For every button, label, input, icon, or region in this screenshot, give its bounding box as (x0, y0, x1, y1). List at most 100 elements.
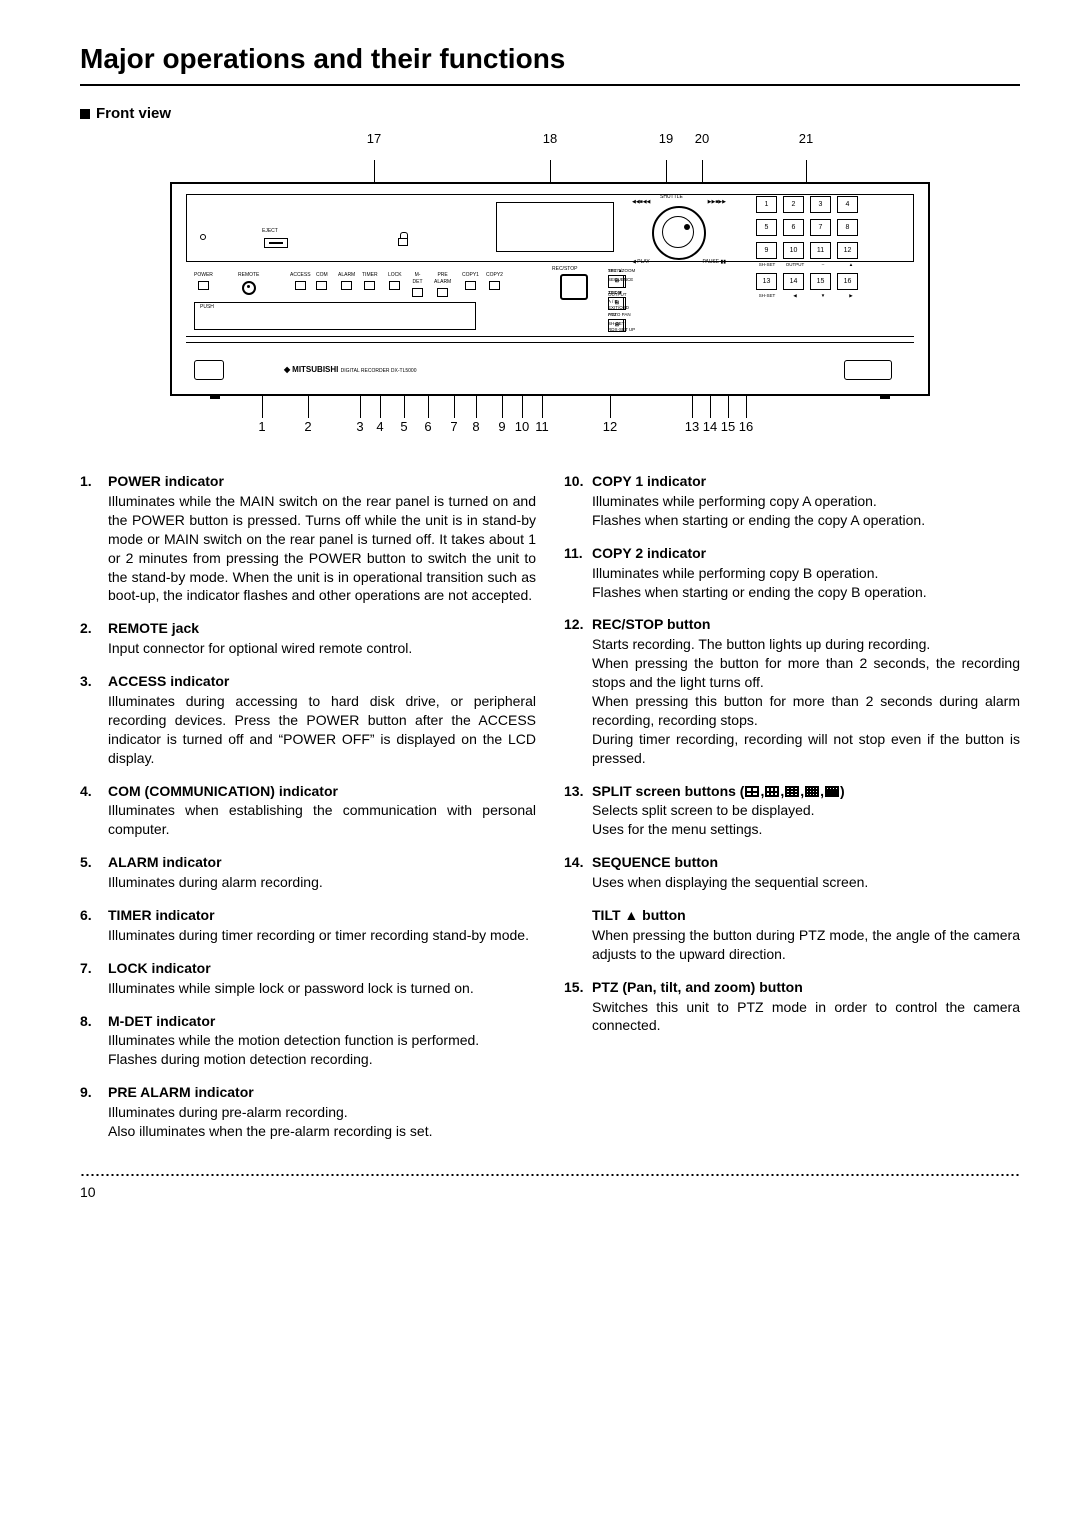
camera-2-button[interactable]: 2 (783, 196, 804, 213)
item-title: COM (COMMUNICATION) indicator (108, 782, 536, 801)
jog-shuttle[interactable]: SHUTTLE ◀◀■◀◀ ▶▶■▶▶ ◀ PLAY PAUSE ▮▮ (622, 194, 732, 266)
callout-18: 18 (543, 130, 557, 148)
callout-16: 16 (739, 418, 753, 436)
left-column: 1.POWER indicatorIlluminates while the M… (80, 472, 536, 1155)
item-text: Flashes during motion detection recordin… (108, 1050, 536, 1069)
item-text: Illuminates during accessing to hard dis… (108, 692, 536, 768)
title-rule (80, 84, 1020, 86)
item-tilt-button: TILT ▲ buttonWhen pressing the button du… (564, 906, 1020, 964)
item-text: Uses when displaying the sequential scre… (592, 873, 1020, 892)
camera-10-button[interactable]: 10 (783, 242, 804, 259)
camera-number-panel: 123456789101112SH-SETOUTPUT–▲13141516SH-… (756, 196, 912, 330)
item-number: 14. (564, 853, 592, 892)
item-text: Illuminates during pre-alarm recording. (108, 1103, 536, 1122)
item-title: COPY 1 indicator (592, 472, 1020, 491)
camera-12-button[interactable]: 12 (837, 242, 858, 259)
tilt-up-label: TILT ▲ (608, 268, 623, 274)
item-title: LOCK indicator (108, 959, 536, 978)
item-text: Also illuminates when the pre-alarm reco… (108, 1122, 536, 1141)
callout-19: 19 (659, 130, 673, 148)
item-text: When pressing the button during PTZ mode… (592, 926, 1020, 964)
indicator-remote: REMOTE (238, 272, 259, 295)
item-text: Starts recording. The button lights up d… (592, 635, 1020, 654)
push-panel[interactable]: PUSH (194, 302, 476, 330)
item-text: Selects split screen to be displayed. (592, 801, 1020, 820)
item-number (564, 906, 592, 964)
callout-11: 11 (535, 418, 549, 436)
push-label: PUSH (200, 304, 214, 311)
bottom-callout-numbers: 12345678910111213141516 (170, 418, 930, 448)
camera-6-button[interactable]: 6 (783, 219, 804, 236)
callout-2: 2 (304, 418, 311, 436)
brand-logo: ◆MITSUBISHI DIGITAL RECORDER DX-TL5000 (284, 365, 416, 376)
camera-11-button[interactable]: 11 (810, 242, 831, 259)
item-title: PRE ALARM indicator (108, 1083, 536, 1102)
item-text: Illuminates while performing copy A oper… (592, 492, 1020, 511)
camera-13-button[interactable]: 13 (756, 273, 777, 290)
callout-4: 4 (376, 418, 383, 436)
top-callout-numbers: 1718192021 (170, 130, 930, 160)
item-text: When pressing this button for more than … (592, 692, 1020, 730)
dotted-rule (80, 1173, 1020, 1177)
rec-stop-button[interactable] (560, 274, 588, 300)
camera-15-button[interactable]: 15 (810, 273, 831, 290)
item-4-: 4.COM (COMMUNICATION) indicatorIlluminat… (80, 782, 536, 840)
camera-5-button[interactable]: 5 (756, 219, 777, 236)
device-outline: EJECT SHUTTLE ◀◀■◀◀ ▶▶■▶▶ ◀ PLAY PAUSE ▮… (170, 182, 930, 396)
lcd-display (496, 202, 614, 252)
camera-9-button[interactable]: 9 (756, 242, 777, 259)
item-2-: 2.REMOTE jackInput connector for optiona… (80, 619, 536, 658)
item-text: Flashes when starting or ending the copy… (592, 583, 1020, 602)
item-9-: 9.PRE ALARM indicatorIlluminates during … (80, 1083, 536, 1141)
item-number: 8. (80, 1012, 108, 1070)
item-7-: 7.LOCK indicatorIlluminates while simple… (80, 959, 536, 998)
callout-13: 13 (685, 418, 699, 436)
item-number: 3. (80, 672, 108, 767)
right-column: 10.COPY 1 indicatorIlluminates while per… (564, 472, 1020, 1155)
front-view-diagram: 1718192021 EJECT SHUTTLE ◀◀■◀◀ ▶▶■▶▶ ◀ P… (170, 130, 930, 448)
item-title: REC/STOP button (592, 615, 1020, 634)
indicator-com: COM (316, 272, 328, 290)
camera-8-button[interactable]: 8 (837, 219, 858, 236)
power-button[interactable] (194, 360, 224, 380)
camera-16-button[interactable]: 16 (837, 273, 858, 290)
camera-1-button[interactable]: 1 (756, 196, 777, 213)
camera-7-button[interactable]: 7 (810, 219, 831, 236)
item-text: Flashes when starting or ending the copy… (592, 511, 1020, 530)
camera-14-button[interactable]: 14 (783, 273, 804, 290)
callout-9: 9 (498, 418, 505, 436)
callout-17: 17 (367, 130, 381, 148)
model-label: DIGITAL RECORDER DX-TL5000 (341, 368, 417, 374)
section-label: Front view (80, 104, 1020, 124)
item-13-: 13.SPLIT screen buttons (,,,,)Selects sp… (564, 782, 1020, 840)
indicator-timer: TIMER (362, 272, 378, 290)
item-number: 10. (564, 472, 592, 530)
item-8-: 8.M-DET indicatorIlluminates while the m… (80, 1012, 536, 1070)
right-panel-button[interactable] (844, 360, 892, 380)
item-11-: 11.COPY 2 indicatorIlluminates while per… (564, 544, 1020, 602)
indicator-alarm: ALARM (338, 272, 355, 290)
split-panel: SPLIT/ZOOM TILT ▲ ⊞ ⊟ SEQUENCE ZOOM TILT… (608, 268, 728, 330)
item-title: TILT ▲ button (592, 906, 1020, 925)
item-text: Input connector for optional wired remot… (108, 639, 536, 658)
item-text: Uses for the menu settings. (592, 820, 1020, 839)
camera-4-button[interactable]: 4 (837, 196, 858, 213)
item-5-: 5.ALARM indicatorIlluminates during alar… (80, 853, 536, 892)
callout-21: 21 (799, 130, 813, 148)
camera-3-button[interactable]: 3 (810, 196, 831, 213)
rdx-label: RDX-SET UP (608, 327, 635, 333)
sequence-label: SEQUENCE (608, 277, 633, 283)
item-text: Illuminates during timer recording or ti… (108, 926, 536, 945)
rec-stop-label: REC/STOP (552, 266, 577, 273)
item-title: TIMER indicator (108, 906, 536, 925)
item-title: M-DET indicator (108, 1012, 536, 1031)
item-number: 13. (564, 782, 592, 840)
panel-divider (186, 336, 914, 337)
item-number: 11. (564, 544, 592, 602)
eject-label: EJECT (262, 228, 278, 235)
shuttle-fwd-icon: ▶▶■▶▶ (708, 199, 726, 206)
item-14-: 14.SEQUENCE buttonUses when displaying t… (564, 853, 1020, 892)
eject-button[interactable] (264, 238, 288, 248)
item-number: 2. (80, 619, 108, 658)
indicator-m-det: M-DET (412, 272, 423, 297)
